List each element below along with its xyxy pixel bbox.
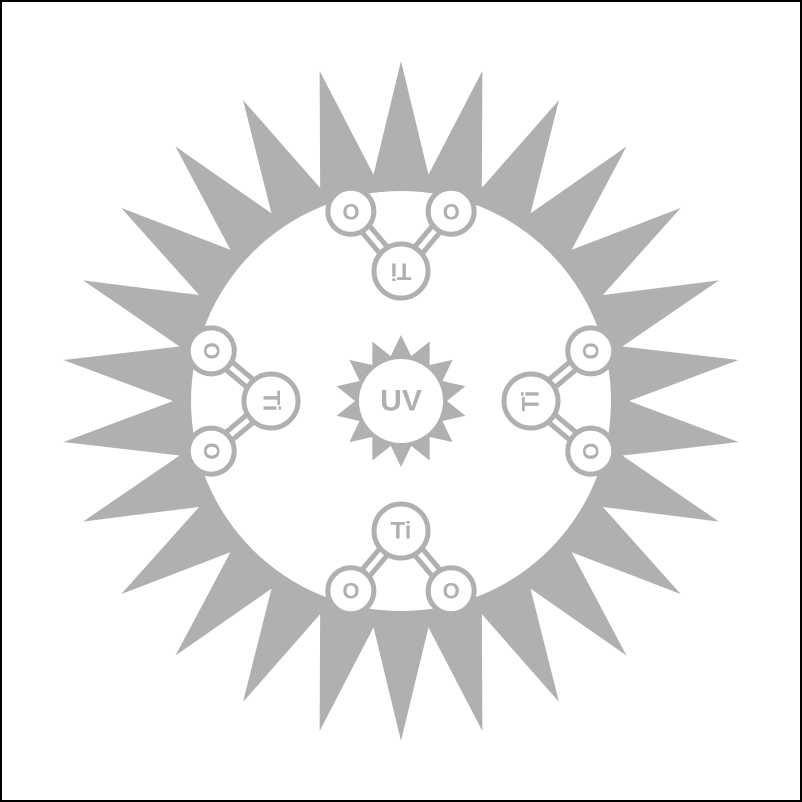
oxygen-atom-label: O (578, 342, 603, 359)
titanium-atom-label: Ti (258, 391, 285, 412)
oxygen-atom-label: O (342, 578, 359, 603)
uv-label: UV (380, 385, 422, 418)
oxygen-atom-label: O (443, 199, 460, 224)
oxygen-atom-label: O (578, 443, 603, 460)
titanium-atom-label: Ti (518, 391, 545, 412)
titanium-atom-label: Ti (391, 518, 412, 545)
oxygen-atom-label: O (342, 199, 359, 224)
oxygen-atom-label: O (443, 578, 460, 603)
oxygen-atom-label: O (199, 443, 224, 460)
oxygen-atom-label: O (199, 342, 224, 359)
titanium-atom-label: Ti (391, 258, 412, 285)
uv-tio2-diagram: O O Ti O O Ti O O Ti O O Ti UV (0, 0, 802, 802)
